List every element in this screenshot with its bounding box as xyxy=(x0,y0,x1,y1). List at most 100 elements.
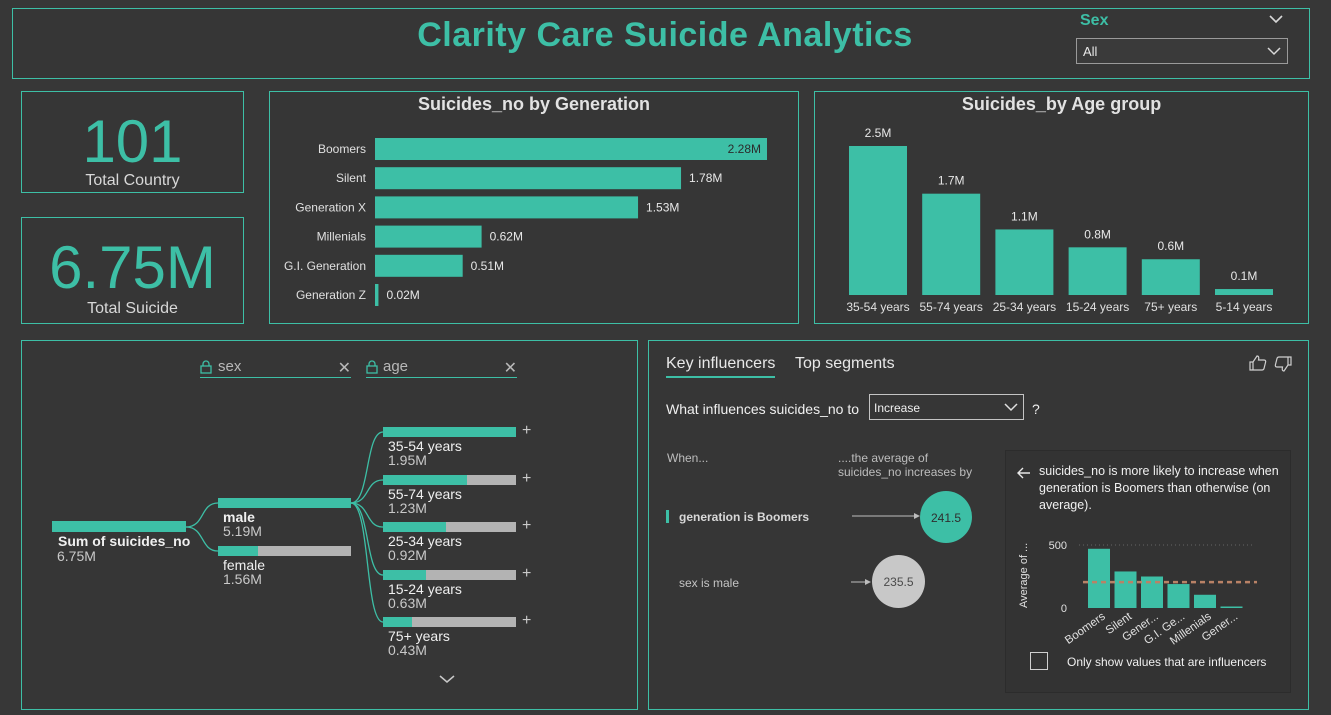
chevron-down-icon[interactable] xyxy=(439,674,455,684)
ki-question-text: What influences suicides_no to xyxy=(666,401,859,417)
decomp-node-label: female xyxy=(223,557,266,573)
expand-plus-icon[interactable]: + xyxy=(522,564,532,582)
bar[interactable] xyxy=(1215,289,1273,295)
decomp-node-value: 1.56M xyxy=(223,571,262,587)
kpi-value: 6.75M xyxy=(49,234,216,301)
bar[interactable] xyxy=(375,225,482,248)
category-label: 75+ years xyxy=(1144,300,1197,314)
data-label: 2.28M xyxy=(728,142,761,156)
bar[interactable] xyxy=(1141,576,1163,609)
column-header-when: When... xyxy=(667,451,709,465)
decomp-node-label: male xyxy=(223,509,255,525)
expand-plus-icon[interactable]: + xyxy=(522,422,532,439)
close-icon[interactable]: ✕ xyxy=(503,360,517,377)
kpi-label: Total Suicide xyxy=(87,300,178,317)
thumbs-down-icon[interactable] xyxy=(1274,356,1292,372)
sex-slicer-dropdown[interactable]: All xyxy=(1076,38,1288,64)
expand-plus-icon[interactable]: + xyxy=(522,612,532,629)
bar[interactable] xyxy=(995,229,1054,295)
category-label: Millenials xyxy=(317,230,366,244)
thumbs-up-icon[interactable] xyxy=(1249,355,1267,371)
arrow-right-icon xyxy=(852,513,920,519)
data-label: 0.51M xyxy=(471,259,504,273)
data-label: 1.7M xyxy=(938,174,965,188)
tab-key-influencers[interactable]: Key influencers xyxy=(666,355,776,378)
decomp-node-label: 55-74 years xyxy=(388,485,462,502)
column-header-average-line1: ....the average of xyxy=(838,451,929,465)
close-icon[interactable]: ✕ xyxy=(337,360,351,377)
kpi-value: 101 xyxy=(82,108,183,175)
category-label: Generation Z xyxy=(296,288,366,302)
decomp-node-value: 0.92M xyxy=(388,547,427,563)
help-icon[interactable]: ? xyxy=(1032,401,1040,417)
data-label: 0.8M xyxy=(1084,227,1111,241)
category-label: 35-54 years xyxy=(846,300,909,314)
y-axis-label: Average of ... xyxy=(1018,543,1030,608)
bar[interactable] xyxy=(375,284,379,306)
category-label: Boomers xyxy=(318,142,366,156)
bar[interactable] xyxy=(375,196,639,219)
category-label: 25-34 years xyxy=(993,300,1056,314)
influencer-value: 241.5 xyxy=(930,511,962,525)
chart-title: Suicides_no by Generation xyxy=(417,94,651,114)
bar[interactable] xyxy=(849,146,907,295)
decomp-node-value: 1.23M xyxy=(388,499,427,516)
influencer-detail-text: suicides_no is more likely to increase w… xyxy=(1039,464,1279,512)
influencer-label: sex is male xyxy=(679,576,740,590)
decomp-node-label: 15-24 years xyxy=(388,580,462,597)
bar[interactable] xyxy=(1141,259,1200,295)
chevron-down-icon[interactable] xyxy=(1268,12,1284,26)
data-label: 2.5M xyxy=(865,126,892,140)
influencer-label: generation is Boomers xyxy=(679,510,810,524)
bar[interactable] xyxy=(1220,606,1243,609)
y-tick-label: 500 xyxy=(1049,540,1067,552)
filter-chip-label: sex xyxy=(218,358,242,375)
kpi-card-total-suicide: 6.75M Total Suicide xyxy=(21,217,244,324)
tab-top-segments[interactable]: Top segments xyxy=(795,355,895,372)
decomp-bar xyxy=(218,546,258,556)
decomp-bar xyxy=(383,427,516,437)
decomp-bar xyxy=(383,474,467,485)
bar[interactable] xyxy=(375,167,682,190)
influencer-detail-chart: Average of ... 5000BoomersSilentGener...G… xyxy=(1018,540,1257,648)
decomp-bar xyxy=(52,521,186,532)
decomp-bar-track xyxy=(383,617,516,627)
lock-icon xyxy=(366,360,378,374)
bar[interactable] xyxy=(922,193,981,295)
influencer-value: 235.5 xyxy=(883,575,914,589)
influencers-only-checkbox[interactable] xyxy=(1030,652,1048,670)
bar[interactable] xyxy=(1088,548,1110,608)
decomp-node-value: 1.95M xyxy=(388,452,427,468)
decomp-node-value: 0.63M xyxy=(388,594,427,611)
category-label: Silent xyxy=(336,171,367,185)
decomp-bar xyxy=(383,522,446,532)
kpi-card-total-country: 101 Total Country xyxy=(21,91,244,193)
bar[interactable] xyxy=(1114,571,1137,608)
decomp-bar-track xyxy=(383,569,516,580)
data-label: 1.78M xyxy=(689,171,722,185)
category-label: 5-14 years xyxy=(1216,300,1273,314)
decomp-node-value: 0.43M xyxy=(388,642,427,658)
filter-chip-sex[interactable]: sex ✕ xyxy=(200,358,351,378)
filter-chip-age[interactable]: age ✕ xyxy=(366,358,517,378)
data-label: 0.1M xyxy=(1231,269,1258,283)
bar[interactable] xyxy=(1167,584,1190,608)
decomp-node-label: 25-34 years xyxy=(388,533,462,549)
ki-direction-dropdown[interactable]: Increase xyxy=(869,394,1024,420)
influencer-bubble xyxy=(920,491,972,543)
bar[interactable] xyxy=(1068,247,1127,295)
age-chart-panel: Suicides_by Age group 2.5M 35-54 years 1.7… xyxy=(814,91,1309,324)
bar[interactable] xyxy=(1194,594,1216,608)
data-label: 0.6M xyxy=(1157,239,1184,253)
bar[interactable] xyxy=(375,254,463,277)
y-tick-label: 0 xyxy=(1061,603,1067,615)
arrow-left-icon[interactable] xyxy=(1017,467,1031,479)
page-title: Clarity Care Suicide Analytics xyxy=(417,16,913,54)
bar[interactable] xyxy=(375,138,767,160)
expand-plus-icon[interactable]: + xyxy=(522,517,532,534)
category-label: Generation X xyxy=(295,200,366,214)
data-label: 1.1M xyxy=(1011,209,1038,223)
influencer-detail-box xyxy=(1005,450,1291,693)
expand-plus-icon[interactable]: + xyxy=(522,469,532,487)
ki-direction-value: Increase xyxy=(874,401,921,415)
